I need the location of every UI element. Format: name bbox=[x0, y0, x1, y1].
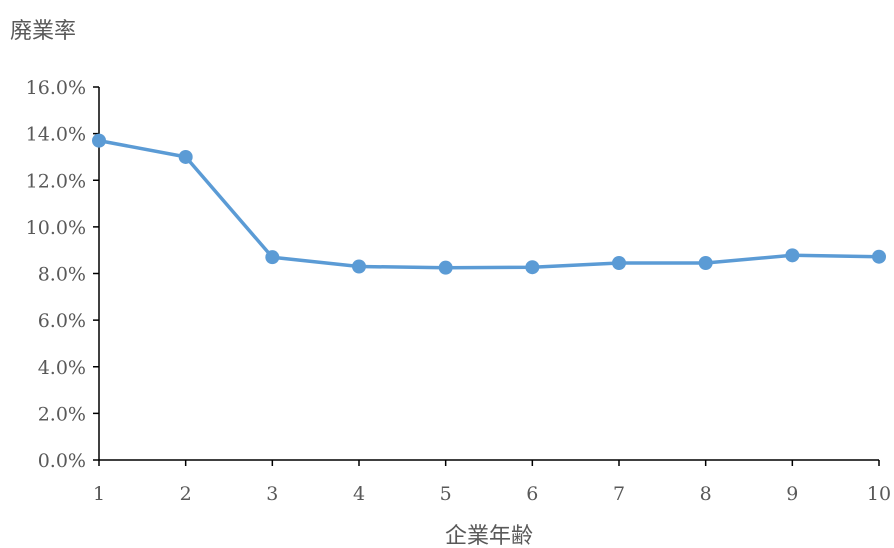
x-tick-label: 9 bbox=[786, 483, 798, 505]
y-tick-label: 6.0% bbox=[38, 310, 86, 332]
x-tick-label: 2 bbox=[180, 483, 192, 505]
x-tick-label: 8 bbox=[700, 483, 712, 505]
series-layer bbox=[92, 133, 886, 275]
y-tick-label: 2.0% bbox=[38, 403, 86, 425]
y-axis-title: 廃業率 bbox=[10, 19, 76, 44]
data-point bbox=[352, 259, 366, 274]
data-point bbox=[785, 248, 800, 263]
x-tick-label: 7 bbox=[613, 483, 625, 505]
y-tick-label: 4.0% bbox=[38, 357, 86, 379]
y-axis-ticks: 0.0% 2.0% 4.0% 6.0% 8.0% 10.0% 12.0% 14.0% 16.0% bbox=[26, 77, 99, 472]
x-tick-label: 1 bbox=[93, 483, 105, 505]
x-tick-label: 10 bbox=[867, 483, 891, 505]
x-axis-title: 企業年齢 bbox=[445, 524, 533, 548]
x-tick-label: 3 bbox=[266, 483, 278, 505]
data-point bbox=[525, 260, 540, 275]
y-tick-label: 12.0% bbox=[26, 170, 86, 192]
y-tick-label: 8.0% bbox=[38, 264, 86, 286]
series-line bbox=[97, 138, 881, 270]
y-tick-label: 10.0% bbox=[26, 217, 86, 239]
x-axis-ticks: 1 2 3 4 5 6 7 8 9 10 bbox=[93, 460, 891, 505]
data-point bbox=[265, 250, 280, 265]
x-tick-label: 5 bbox=[440, 483, 452, 505]
data-point bbox=[612, 256, 626, 271]
data-point bbox=[438, 260, 453, 275]
x-tick-label: 6 bbox=[526, 483, 538, 505]
y-tick-label: 0.0% bbox=[38, 450, 86, 472]
data-point bbox=[178, 149, 193, 164]
y-tick-label: 14.0% bbox=[26, 124, 86, 146]
data-point bbox=[698, 256, 713, 271]
y-tick-label: 16.0% bbox=[26, 77, 86, 99]
data-point bbox=[92, 133, 106, 148]
data-point bbox=[872, 249, 886, 264]
x-tick-label: 4 bbox=[353, 483, 365, 505]
